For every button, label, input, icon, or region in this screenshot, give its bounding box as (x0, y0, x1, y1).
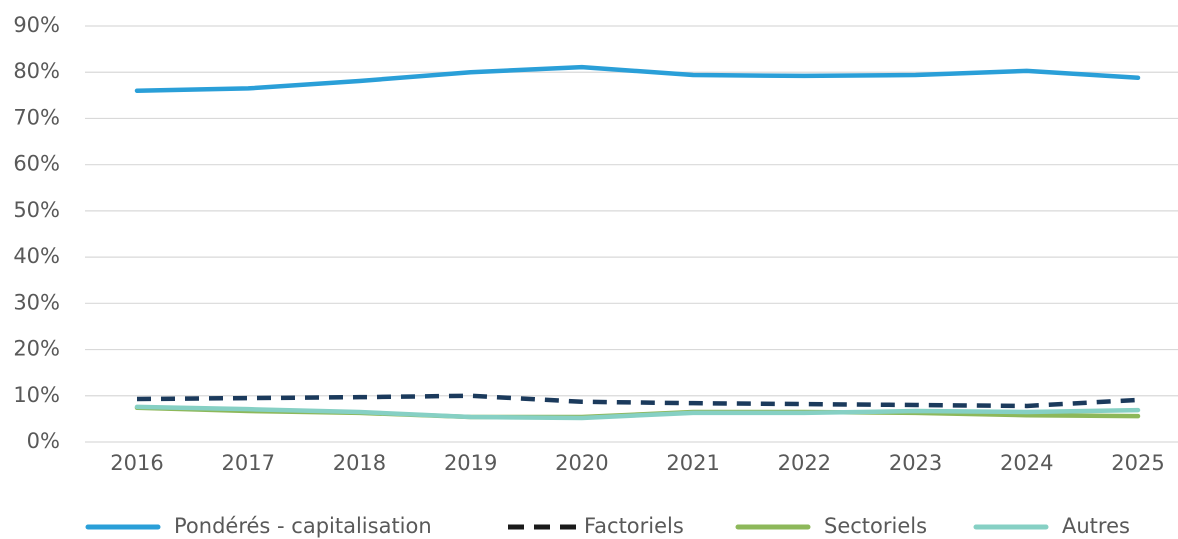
x-tick-label: 2017 (221, 451, 274, 475)
series-line (134, 404, 1141, 421)
y-tick-label: 20% (13, 337, 60, 361)
y-tick-label: 80% (13, 59, 60, 83)
y-tick-label: 70% (13, 105, 60, 129)
y-tick-label: 30% (13, 290, 60, 314)
y-tick-label: 90% (13, 13, 60, 37)
legend-label: Autres (1062, 514, 1130, 538)
y-tick-label: 10% (13, 383, 60, 407)
y-tick-label: 50% (13, 198, 60, 222)
series-line (134, 64, 1141, 93)
legend-label: Factoriels (584, 514, 684, 538)
y-tick-label: 0% (27, 429, 60, 453)
x-tick-label: 2025 (1111, 451, 1164, 475)
legend-label: Sectoriels (824, 514, 927, 538)
series-line (136, 393, 1139, 409)
x-tick-label: 2020 (555, 451, 608, 475)
y-tick-label: 40% (13, 244, 60, 268)
x-tick-label: 2018 (333, 451, 386, 475)
x-tick-label: 2024 (1000, 451, 1053, 475)
y-tick-label: 60% (13, 152, 60, 176)
x-tick-label: 2019 (444, 451, 497, 475)
x-tick-label: 2016 (110, 451, 163, 475)
legend-label: Pondérés - capitalisation (174, 514, 432, 538)
x-tick-label: 2022 (778, 451, 831, 475)
x-tick-label: 2023 (889, 451, 942, 475)
x-tick-label: 2021 (666, 451, 719, 475)
